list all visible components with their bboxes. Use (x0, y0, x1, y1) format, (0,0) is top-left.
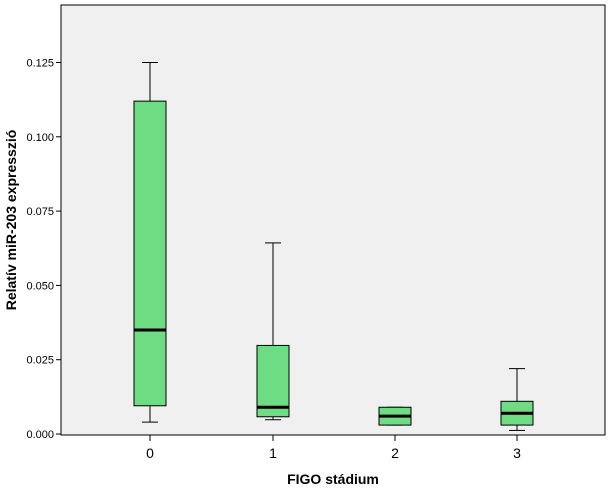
iqr-box (256, 344, 290, 418)
box-category-2 (378, 406, 412, 426)
boxes (133, 62, 534, 431)
x-tick-label: 1 (269, 445, 277, 461)
y-tick-label: 0.000 (26, 429, 54, 441)
box-category-0 (133, 62, 167, 423)
x-tick-label: 2 (391, 445, 399, 461)
y-tick-label: 0.075 (26, 206, 54, 218)
y-tick-label: 0.025 (26, 355, 54, 367)
y-axis: 0.000 0.025 0.050 0.075 0.100 0.125 (26, 58, 61, 441)
box-category-3 (500, 368, 534, 431)
y-tick-label: 0.050 (26, 280, 54, 292)
x-axis-title: FIGO stádium (287, 471, 379, 487)
y-tick-label: 0.125 (26, 58, 54, 70)
x-tick-label: 3 (513, 445, 521, 461)
y-axis-title: Relatív miR-203 expresszió (3, 130, 19, 311)
box-category-1 (256, 242, 290, 421)
iqr-box (133, 100, 167, 407)
y-tick-label: 0.100 (26, 132, 54, 144)
x-tick-label: 0 (146, 445, 154, 461)
x-axis: 0 1 2 3 (146, 435, 521, 461)
